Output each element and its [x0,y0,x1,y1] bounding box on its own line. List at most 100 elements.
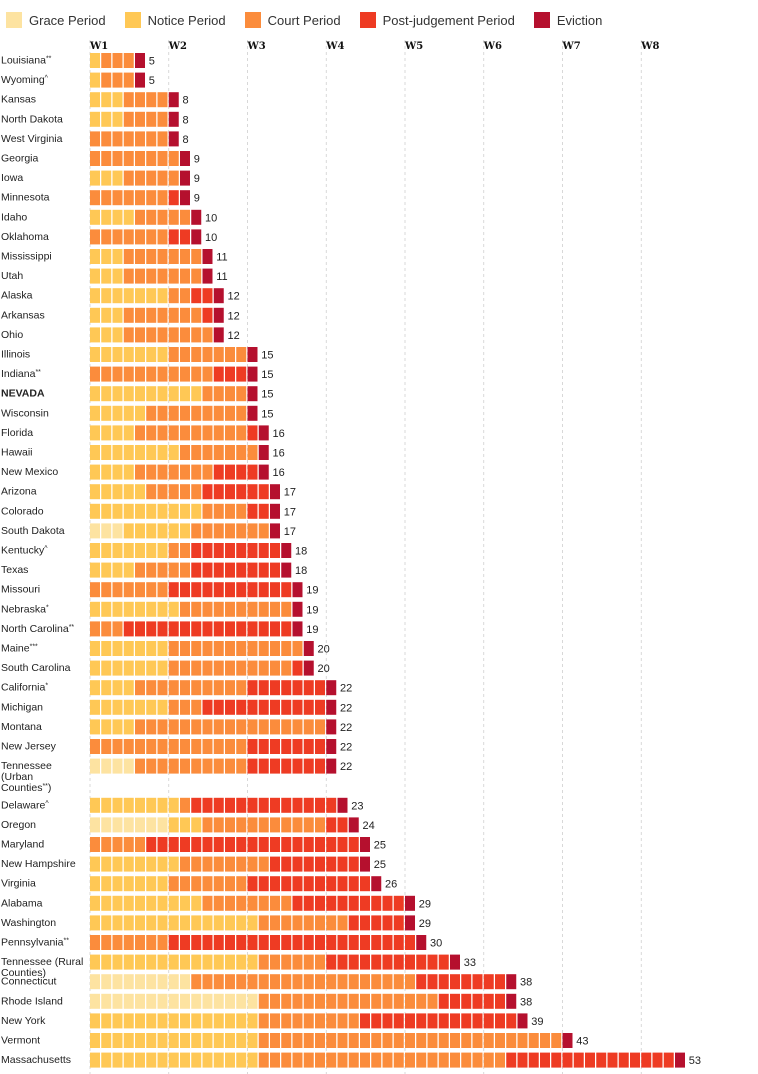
state-label: North Carolina** [1,623,74,635]
day-cell-notice [247,915,258,931]
day-cell-post [450,993,460,1009]
day-cell-notice [146,1013,157,1029]
day-cell-post [562,1052,573,1068]
chart-row: Tennessee (Rural Counties) 33 [1,954,476,979]
legend-swatch-notice [124,12,141,28]
day-cell-post [202,797,213,813]
day-cell-grace [135,817,145,833]
day-cell-court [270,660,280,676]
day-cell-post [123,621,134,637]
total-label: 19 [306,624,318,636]
day-cell-evict [292,621,303,637]
day-cell-notice [236,1013,247,1029]
day-cell-evict [303,660,314,676]
day-cell-post [348,837,359,852]
day-cell-court [258,1013,269,1029]
day-cell-court [281,1033,292,1048]
day-cell-court [247,660,258,676]
day-cell-notice [135,386,145,402]
state-label: Massachusetts [1,1054,71,1066]
day-cell-court [236,856,247,872]
total-label: 16 [273,428,285,440]
day-cell-court [101,582,112,598]
day-cell-post [337,876,348,892]
state-label: Montana [1,721,42,733]
day-cell-notice [146,660,157,676]
total-label: 25 [374,840,386,852]
day-cell-court [292,915,303,931]
day-cell-post [146,837,157,852]
day-cell-court [202,895,213,911]
day-cell-notice [168,1052,179,1068]
day-cell-court [157,680,168,696]
day-cell-court [258,523,269,539]
day-cell-post [247,582,258,598]
day-cell-court [258,915,269,931]
day-cell-court [135,209,145,225]
day-cell-court [281,719,292,735]
day-cell-court [247,817,258,833]
day-cell-court [202,386,213,402]
day-cell-court [292,1033,303,1048]
day-cell-court [123,366,134,382]
total-label: 9 [194,173,200,185]
day-cell-notice [90,543,100,558]
day-cell-court [191,856,202,872]
state-label: South Dakota [1,525,65,537]
day-cell-court [292,719,303,735]
day-cell-post [281,876,292,892]
day-cell-court [236,523,247,539]
day-cell-court [146,935,157,950]
day-cell-post [630,1052,640,1068]
day-cell-court [168,464,179,480]
day-cell-court [360,974,370,990]
total-label: 22 [340,761,352,773]
day-cell-court [101,621,112,637]
day-cell-court [258,974,269,990]
day-cell-court [225,660,235,676]
day-cell-post [258,543,269,558]
total-label: 22 [340,742,352,754]
total-label: 15 [261,350,273,362]
day-cell-court [157,582,168,598]
day-cell-grace [247,993,258,1009]
day-cell-notice [146,641,157,656]
day-cell-notice [146,1033,157,1048]
day-cell-post [258,797,269,813]
day-cell-court [225,739,235,754]
day-cell-notice [123,1033,134,1048]
day-cell-notice [90,719,100,735]
day-cell-notice [112,1013,123,1029]
day-cell-notice [191,503,202,519]
state-label: South Carolina [1,662,71,674]
day-cell-post [382,895,393,911]
day-cell-notice [123,484,134,500]
day-cell-post [202,484,213,500]
day-cell-post [270,935,280,950]
day-cell-court [315,974,325,990]
day-cell-post [191,582,202,598]
state-label: Minnesota [1,192,50,204]
day-cell-evict [292,582,303,598]
day-cell-court [135,739,145,754]
day-cell-court [427,1052,438,1068]
day-cell-court [202,739,213,754]
day-cell-post [315,856,325,872]
day-cell-notice [146,699,157,715]
day-cell-notice [225,954,235,970]
day-cell-court [202,523,213,539]
day-cell-post [382,1013,393,1029]
day-cell-post [213,464,224,480]
day-cell-court [180,464,190,480]
day-cell-court [393,1033,404,1048]
day-cell-evict [270,484,280,500]
day-cell-post [247,680,258,696]
total-label: 16 [273,448,285,460]
state-label: Iowa [1,172,23,184]
day-cell-post [461,993,472,1009]
day-cell-court [180,641,190,656]
day-cell-post [315,797,325,813]
day-cell-grace [191,993,202,1009]
day-cell-court [112,739,123,754]
total-label: 9 [194,154,200,166]
